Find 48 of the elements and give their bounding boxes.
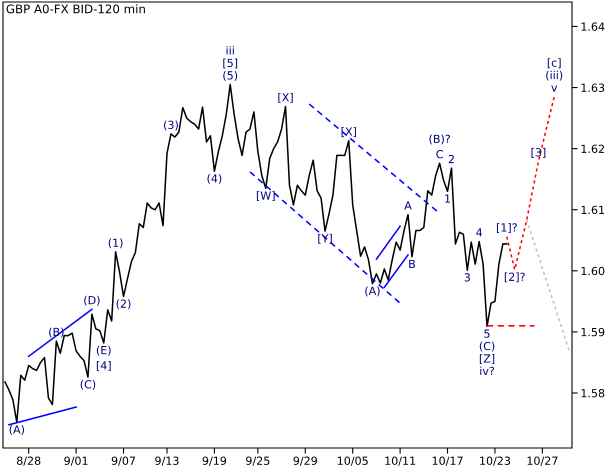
- y-tick-label: 1.61: [582, 206, 604, 214]
- annotation: 4: [476, 228, 482, 236]
- annotation: (2): [116, 299, 130, 310]
- x-tick-label: 10/27: [528, 456, 558, 466]
- annotation: 1: [445, 194, 450, 203]
- annotation: (E): [96, 346, 111, 356]
- annotation: (D): [84, 296, 100, 306]
- annotation: (B)?: [429, 134, 450, 144]
- annotation: 3: [464, 273, 470, 282]
- x-tick-label: 10/11: [385, 456, 416, 466]
- x-tick-label: 9/19: [202, 456, 226, 466]
- y-tick-label: 1.60: [582, 266, 604, 276]
- annotation: C: [436, 150, 443, 158]
- annotation: [1]?: [496, 223, 517, 233]
- x-tick-label: 9/25: [246, 456, 270, 466]
- annotation: (1): [108, 238, 123, 248]
- x-tick-label: 10/05: [338, 456, 368, 466]
- annotation: [2]?: [504, 272, 525, 282]
- annotation: [X]: [342, 127, 356, 138]
- annotation: iii [5] (5): [223, 46, 238, 81]
- x-tick-label: 9/01: [64, 456, 88, 466]
- annotation: (4): [207, 174, 222, 184]
- chart-title: GBP A0-FX BID-120 min: [6, 4, 145, 14]
- annotation: (3): [164, 120, 178, 130]
- annotation: [c] (iii) v: [546, 58, 562, 92]
- y-tick-label: 1.59: [582, 328, 604, 336]
- annotation: 5 (C) [Z] iv?: [480, 330, 494, 375]
- annotation: [Y]: [318, 234, 332, 244]
- y-tick-label: 1.62: [582, 144, 604, 154]
- annotation: B: [409, 260, 415, 268]
- annotation: A: [404, 201, 412, 210]
- x-tick-label: 9/29: [294, 456, 317, 466]
- y-tick-label: 1.64: [582, 22, 604, 31]
- x-tick-label: 8/28: [16, 456, 40, 466]
- annotation: [W]: [256, 191, 275, 202]
- annotation: [4]: [96, 360, 111, 371]
- x-tick-label: 9/13: [155, 456, 179, 466]
- annotation: [3]: [532, 148, 546, 158]
- y-tick-label: 1.63: [582, 84, 604, 92]
- x-tick-label: 10/23: [480, 456, 510, 466]
- annotation: [X]: [278, 92, 293, 103]
- x-tick-label: 9/07: [112, 456, 136, 466]
- x-tick-label: 10/17: [432, 456, 463, 466]
- annotation: (A): [365, 286, 380, 296]
- annotation: 2: [448, 154, 454, 164]
- annotation: (C): [80, 380, 96, 390]
- annotation: (A): [10, 425, 24, 436]
- y-tick-label: 1.58: [582, 388, 604, 398]
